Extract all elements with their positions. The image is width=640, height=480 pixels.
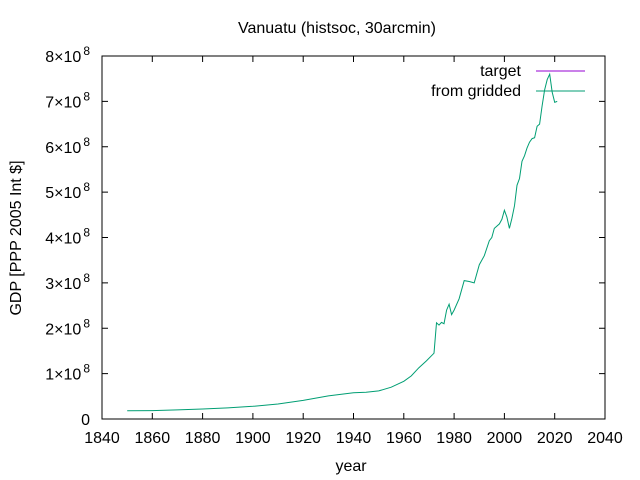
x-tick-label: 1860	[135, 430, 171, 447]
y-tick-label: 7×10 8	[45, 89, 90, 111]
axis-ticks: 1840 1860 1880 1900 1920 1940 1960 1980 2000 2020…	[45, 44, 623, 447]
x-tick-label: 2020	[537, 430, 573, 447]
y-tick-label: 0	[81, 412, 90, 429]
y-tick-label: 8×10 8	[45, 44, 90, 66]
y-tick-label: 3×10 8	[45, 271, 90, 293]
x-tick-label: 1960	[386, 430, 422, 447]
x-tick-label: 2000	[487, 430, 523, 447]
x-tick-label: 2040	[587, 430, 623, 447]
x-tick-label: 1920	[285, 430, 321, 447]
y-tick-label: 5×10 8	[45, 180, 90, 202]
x-axis-label: year	[335, 458, 367, 475]
x-tick-label: 1880	[185, 430, 221, 447]
y-tick-label: 2×10 8	[45, 316, 90, 338]
y-tick-label: 1×10 8	[45, 362, 90, 384]
x-tick-label: 1980	[436, 430, 472, 447]
y-axis-label: GDP [PPP 2005 Int $]	[8, 160, 25, 315]
series-layer	[127, 72, 558, 412]
legend-label: target	[480, 63, 521, 80]
x-tick-label: 1840	[84, 430, 120, 447]
legend: target from gridded	[431, 63, 585, 100]
y-tick-label: 6×10 8	[45, 135, 90, 157]
chart-title: Vanuatu (histsoc, 30arcmin)	[238, 20, 436, 37]
legend-label: from gridded	[431, 83, 521, 100]
y-tick-label: 4×10 8	[45, 226, 90, 248]
x-tick-label: 1940	[336, 430, 372, 447]
series-line-from-gridded	[127, 72, 558, 412]
plot-frame	[101, 55, 606, 420]
x-tick-label: 1900	[235, 430, 271, 447]
